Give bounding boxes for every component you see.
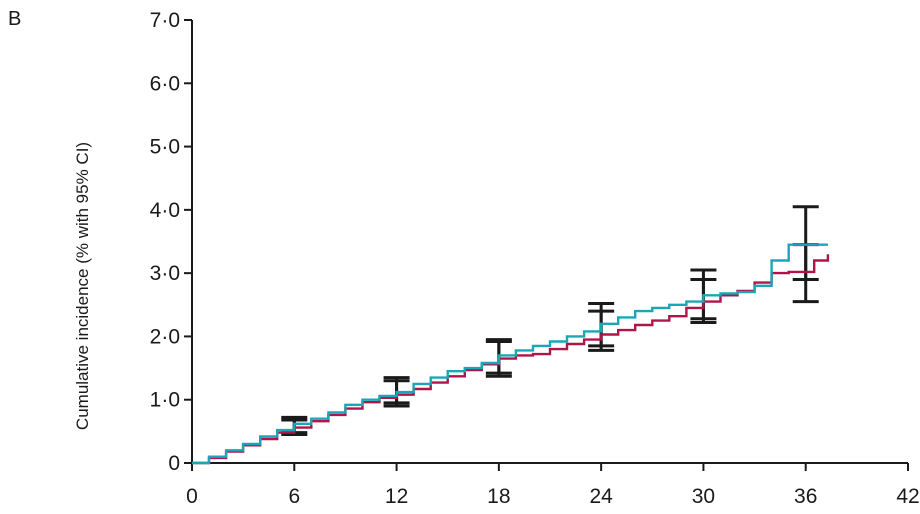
y-tick-label: 6·0	[150, 72, 180, 95]
series-line-1	[192, 254, 830, 465]
x-tick-label: 12	[385, 485, 408, 508]
x-tick-label: 30	[692, 485, 715, 508]
series-line-2	[192, 243, 828, 465]
y-tick-label: 1·0	[150, 389, 180, 412]
y-tick-label: 7·0	[150, 9, 180, 32]
axes: 0 6 12 18 24 30 36 42 0 1·0 2·0 3·0 4·0 5·0 6·0 7·0	[150, 9, 920, 508]
x-tick-label: 0	[186, 485, 198, 508]
x-tick-label: 6	[288, 485, 300, 508]
ci-bar	[792, 205, 819, 304]
y-tick-label: 4·0	[150, 199, 180, 222]
y-tick-label: 3·0	[150, 262, 180, 285]
x-tick-label: 18	[487, 485, 510, 508]
y-tick-label: 2·0	[150, 325, 180, 348]
x-tick-label: 24	[589, 485, 613, 508]
series-lines	[192, 243, 830, 465]
y-tick-label: 5·0	[150, 136, 180, 159]
y-tick-label: 0	[168, 452, 180, 475]
x-tick-label: 42	[896, 485, 919, 508]
panel-label: B	[8, 8, 22, 30]
y-axis-title: Cumulative incidence (% with 95% CI)	[73, 142, 92, 430]
x-tick-label: 36	[794, 485, 817, 508]
